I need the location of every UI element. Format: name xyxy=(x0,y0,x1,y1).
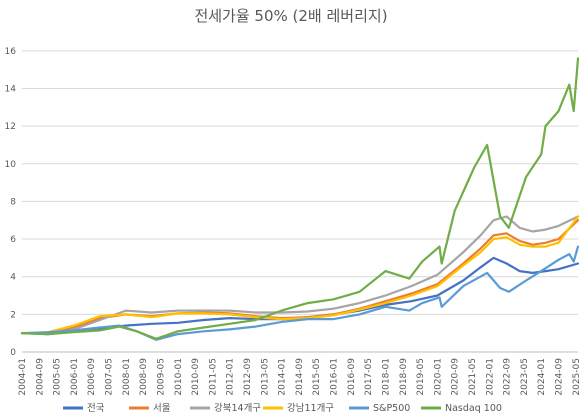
y-tick-label: 12 xyxy=(5,122,16,132)
y-tick-label: 10 xyxy=(5,160,17,170)
x-tick-label: 2007-05 xyxy=(105,358,115,396)
series-line-0 xyxy=(20,256,580,336)
x-tick-label: 2004-01 xyxy=(18,358,28,396)
x-tick-label: 2013-05 xyxy=(260,358,270,396)
x-tick-label: 2010-01 xyxy=(174,358,184,396)
x-tick-label: 2014-09 xyxy=(295,358,305,396)
x-axis-ticks: 2004-01 2004-09 2005-05 2006-01 2006-09 2007-… xyxy=(18,358,582,396)
y-tick-label: 8 xyxy=(10,197,16,207)
x-tick-label: 2020-09 xyxy=(451,358,461,396)
x-tick-label: 2008-01 xyxy=(122,358,132,396)
x-tick-label: 2006-09 xyxy=(87,358,97,396)
grid-lines xyxy=(22,50,578,353)
x-tick-label: 2024-09 xyxy=(555,358,565,396)
x-tick-label: 2015-05 xyxy=(312,358,322,396)
x-tick-label: 2012-01 xyxy=(226,358,236,396)
y-tick-label: 14 xyxy=(5,84,17,94)
x-tick-label: 2006-01 xyxy=(70,358,80,396)
legend-label: 강남11개구 xyxy=(287,403,334,414)
x-tick-label: 2005-05 xyxy=(53,358,63,396)
y-tick-label: 0 xyxy=(10,348,16,358)
y-axis-ticks: 0 2 4 6 8 10 12 14 16 xyxy=(5,47,17,358)
y-tick-label: 16 xyxy=(5,47,17,57)
x-tick-label: 2018-01 xyxy=(381,358,391,396)
x-tick-label: 2022-01 xyxy=(485,358,495,396)
series-line-2 xyxy=(20,215,580,335)
x-tick-label: 2020-01 xyxy=(433,358,443,396)
x-tick-label: 2023-05 xyxy=(520,358,530,396)
y-tick-label: 6 xyxy=(10,235,16,245)
legend-label: S&P500 xyxy=(373,403,410,414)
x-tick-label: 2016-09 xyxy=(347,358,357,396)
x-tick-label: 2021-05 xyxy=(468,358,478,396)
x-tick-label: 2018-09 xyxy=(399,358,409,396)
series-lines xyxy=(20,57,580,341)
series-line-5 xyxy=(20,57,580,340)
x-tick-label: 2008-09 xyxy=(139,358,149,396)
legend-label: 전국 xyxy=(87,403,105,414)
x-tick-label: 2004-09 xyxy=(35,358,45,396)
x-tick-label: 2010-09 xyxy=(191,358,201,396)
x-tick-label: 2024-01 xyxy=(537,358,547,396)
y-tick-label: 4 xyxy=(10,273,16,283)
x-tick-label: 2012-09 xyxy=(243,358,253,396)
x-tick-label: 2009-05 xyxy=(156,358,166,396)
x-tick-label: 2011-05 xyxy=(208,358,218,396)
legend-label: 강북14개구 xyxy=(214,403,261,414)
x-tick-label: 2014-01 xyxy=(278,358,288,396)
legend: 전국 서울 강북14개구 강남11개구 S&P500 Nasdaq 100 xyxy=(63,403,502,414)
series-line-3 xyxy=(20,215,580,335)
chart-title: 전세가율 50% (2배 레버리지) xyxy=(194,7,387,25)
legend-label: 서울 xyxy=(153,403,171,414)
legend-label: Nasdaq 100 xyxy=(445,403,502,414)
x-tick-label: 2016-01 xyxy=(330,358,340,396)
x-tick-label: 2019-05 xyxy=(416,358,426,396)
x-tick-label: 2017-05 xyxy=(364,358,374,396)
series-line-4 xyxy=(20,245,580,341)
y-tick-label: 2 xyxy=(10,310,16,320)
x-tick-label: 2022-09 xyxy=(503,358,513,396)
x-tick-label: 2025-05 xyxy=(572,358,582,396)
